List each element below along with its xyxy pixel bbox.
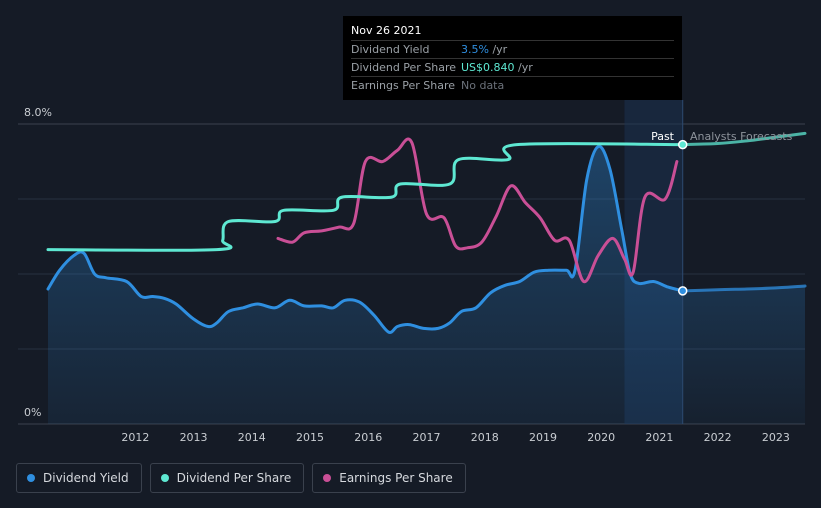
legend-item-dividend-per-share[interactable]: Dividend Per Share <box>149 463 305 493</box>
earnings-per-share-line <box>276 137 679 284</box>
tooltip-label: Dividend Per Share <box>351 61 457 74</box>
legend-label: Dividend Per Share <box>176 471 292 485</box>
tooltip-row-dividend-per-share: Dividend Per Share US$0.840 /yr <box>351 58 674 76</box>
tooltip-row-earnings-per-share: Earnings Per Share No data <box>351 76 674 94</box>
x-tick-label: 2019 <box>529 431 557 444</box>
dividend-per-share-line <box>46 141 685 252</box>
legend-dot-icon <box>323 474 332 482</box>
legend-item-earnings-per-share[interactable]: Earnings Per Share <box>312 463 466 493</box>
legend-item-dividend-yield[interactable]: Dividend Yield <box>16 463 142 493</box>
tooltip-value: No data <box>461 79 505 92</box>
tooltip-value: 3.5% <box>461 43 489 56</box>
legend-dot-icon <box>160 474 169 482</box>
dividend-yield-area <box>48 146 683 424</box>
analysts-forecasts-label: Analysts Forecasts <box>690 130 793 143</box>
legend-dot-icon <box>27 474 35 482</box>
tooltip: Nov 26 2021 Dividend Yield 3.5% /yr Divi… <box>343 16 682 100</box>
tooltip-unit: /yr <box>514 61 533 74</box>
x-tick-label: 2015 <box>296 431 324 444</box>
series-layer <box>46 131 807 424</box>
x-tick-label: 2023 <box>762 431 790 444</box>
x-tick-label: 2018 <box>471 431 499 444</box>
dividend-yield-marker[interactable] <box>677 286 688 296</box>
past-label: Past <box>651 130 675 143</box>
tooltip-unit: /yr <box>488 43 508 56</box>
x-tick-label: 2016 <box>354 431 382 444</box>
tooltip-row-dividend-yield: Dividend Yield 3.5% /yr <box>351 40 674 58</box>
dividend-yield-forecast-area <box>682 286 805 424</box>
tooltip-date: Nov 26 2021 <box>351 24 422 37</box>
x-tick-label: 2017 <box>413 431 441 444</box>
tooltip-label: Dividend Yield <box>351 43 430 56</box>
dividend-per-share-marker[interactable] <box>677 139 688 150</box>
x-tick-label: 2013 <box>180 431 208 444</box>
x-tick-label: 2021 <box>645 431 673 444</box>
x-tick-label: 2012 <box>121 431 149 444</box>
x-tick-label: 2020 <box>587 431 615 444</box>
dividend-yield-forecast-line <box>681 284 807 293</box>
dividend-yield-line <box>46 144 685 334</box>
legend-label: Dividend Yield <box>43 471 129 485</box>
legend: Dividend Yield Dividend Per Share Earnin… <box>16 463 466 493</box>
tooltip-label: Earnings Per Share <box>351 79 456 92</box>
x-tick-label: 2022 <box>704 431 732 444</box>
y-tick-label-bottom: 0% <box>24 406 41 419</box>
legend-label: Earnings Per Share <box>339 471 453 485</box>
y-tick-label-top: 8.0% <box>24 106 52 119</box>
x-axis-ticks: 2012 2013 2014 2015 2016 2017 2018 2019 2020 2021… <box>121 431 790 444</box>
x-tick-label: 2014 <box>238 431 266 444</box>
dividend-per-share-forecast-line <box>681 131 807 147</box>
tooltip-value: US$0.840 <box>461 61 515 74</box>
